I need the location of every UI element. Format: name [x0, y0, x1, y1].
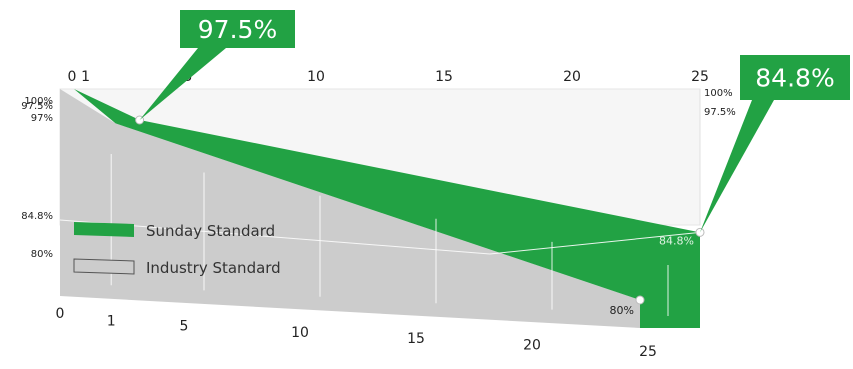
x-tick-bottom-1: 1 [107, 313, 116, 329]
point-layer: 84.8% 80% [135, 115, 705, 317]
x-tick-bottom-5: 5 [180, 318, 189, 334]
callout-pointer [139, 48, 226, 120]
x-tick-top-15: 15 [435, 69, 453, 85]
legend-label-industry-standard: Industry Standard [146, 259, 281, 277]
series-area-sunday-standard [74, 89, 700, 328]
x-tick-top-25: 25 [691, 69, 709, 85]
callout-label: 97.5% [198, 15, 277, 44]
x-tick-bottom-20: 20 [523, 338, 541, 354]
tick-layer: 0151015202501510152025100%97.5%97%84.8%8… [21, 69, 736, 360]
callout-label: 84.8% [755, 64, 834, 93]
x-tick-top-10: 10 [307, 69, 325, 85]
x-tick-bottom-10: 10 [291, 325, 309, 341]
callout-97-5: 97.5% [139, 10, 295, 120]
series-area-industry-standard [60, 89, 640, 328]
legend-label-sunday-standard: Sunday Standard [146, 222, 275, 240]
series-layer [60, 89, 700, 328]
x-tick-bottom-15: 15 [407, 331, 425, 347]
callout-box [180, 10, 295, 48]
legend: Sunday Standard Industry Standard [73, 222, 281, 277]
x-tick-bottom-25: 25 [639, 344, 657, 360]
data-point-2 [635, 295, 645, 305]
callout-box [740, 55, 850, 100]
point-label-80: 80% [610, 304, 634, 317]
y-tick-left-97-5: 97.5% [21, 101, 53, 112]
legend-swatch-sunday-standard [74, 222, 134, 237]
legend-swatch-industry-standard [73, 258, 135, 275]
y-tick-left-80: 80% [31, 249, 53, 260]
y-tick-left-97: 97% [31, 113, 53, 124]
y-tick-right-97-5: 97.5% [704, 107, 736, 118]
callout-layer: 97.5% 84.8% [139, 10, 850, 233]
x-tick-top-1: 1 [81, 69, 90, 85]
x-tick-top-20: 20 [563, 69, 581, 85]
x-tick-top-0: 0 [68, 69, 77, 85]
y-tick-right-100: 100% [704, 88, 733, 99]
point-label-84-8: 84.8% [659, 234, 694, 247]
y-tick-left-100: 100% [24, 96, 53, 107]
callout-84-8: 84.8% [700, 55, 850, 233]
callout-pointer [700, 100, 774, 233]
y-tick-left-84-8: 84.8% [21, 211, 53, 222]
grid-line-84-guide [489, 231, 701, 255]
x-tick-bottom-0: 0 [56, 306, 65, 322]
